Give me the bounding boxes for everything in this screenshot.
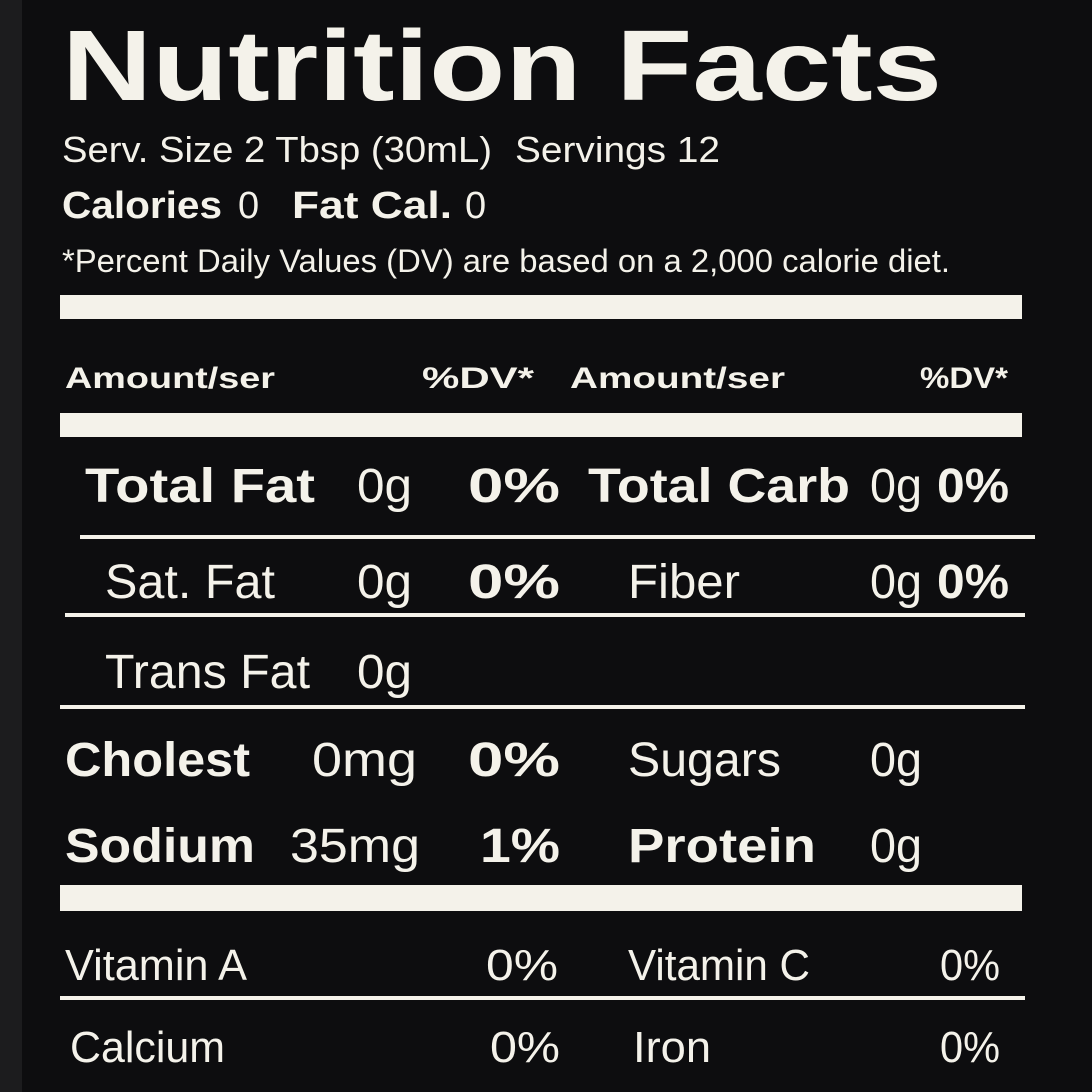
- calories-label: Calories: [62, 185, 222, 227]
- thick-rule: [60, 413, 1022, 437]
- nutrient-name: Cholest: [65, 734, 250, 787]
- title: Nutrition Facts: [62, 10, 942, 122]
- calories-value: 0: [238, 185, 259, 227]
- amount: 0g: [357, 460, 412, 513]
- amount: 0g: [357, 556, 412, 609]
- nutrient-name: Protein: [628, 820, 816, 873]
- edge: [0, 0, 22, 1092]
- dv-note: *Percent Daily Values (DV) are based on …: [62, 243, 950, 279]
- amount: 35mg: [290, 820, 420, 873]
- amount: 0g: [357, 646, 412, 699]
- thick-rule: [60, 885, 1022, 911]
- amount: 0g: [870, 556, 922, 609]
- vitamin-name: Iron: [633, 1023, 711, 1072]
- dv-percent: 0%: [486, 941, 558, 990]
- nutrient-name: Sat. Fat: [105, 556, 275, 609]
- vitamin-name: Calcium: [70, 1023, 225, 1072]
- amount: 0g: [870, 820, 922, 873]
- column-header: %DV*: [422, 362, 534, 395]
- dv-percent: 0%: [490, 1023, 560, 1072]
- servings: Servings 12: [515, 129, 720, 170]
- nutrient-name: Fiber: [628, 556, 740, 609]
- fat-cal-value: 0: [465, 185, 486, 227]
- dv-percent: 1%: [480, 820, 560, 873]
- thick-rule: [60, 295, 1022, 319]
- nutrient-name: Total Fat: [85, 460, 315, 513]
- dv-percent: 0%: [937, 556, 1009, 609]
- column-header: %DV*: [920, 362, 1008, 395]
- column-header: Amount/ser: [570, 362, 785, 395]
- column-header: Amount/ser: [65, 362, 275, 395]
- dv-percent: 0%: [940, 1023, 1000, 1072]
- amount: 0g: [870, 734, 922, 787]
- dv-percent: 0%: [468, 734, 560, 787]
- amount: 0mg: [312, 734, 417, 787]
- dv-percent: 0%: [468, 556, 560, 609]
- nutrient-name: Sugars: [628, 734, 781, 787]
- vitamin-name: Vitamin C: [628, 941, 810, 990]
- dv-percent: 0%: [468, 460, 560, 513]
- nutrient-name: Sodium: [65, 820, 255, 873]
- dv-percent: 0%: [940, 941, 1000, 990]
- dv-percent: 0%: [937, 460, 1009, 513]
- serving-size: Serv. Size 2 Tbsp (30mL): [62, 129, 492, 170]
- amount: 0g: [870, 460, 922, 513]
- nutrient-name: Trans Fat: [105, 646, 310, 699]
- fat-cal-label: Fat Cal.: [292, 185, 452, 227]
- vitamin-name: Vitamin A: [65, 941, 248, 990]
- nutrient-name: Total Carb: [588, 460, 850, 513]
